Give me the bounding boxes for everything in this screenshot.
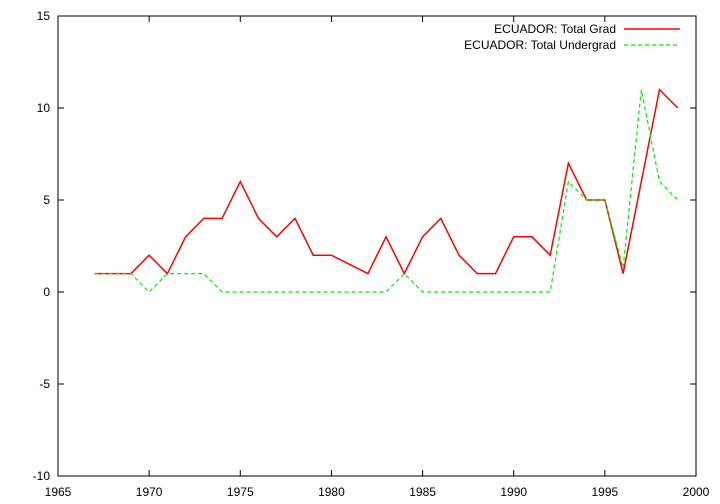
x-tick-label-1995: 1995 (592, 485, 619, 499)
x-tick-label-1990: 1990 (500, 485, 527, 499)
plot-area-frame (57, 15, 697, 477)
y-tick-label-5: 5 (43, 193, 50, 207)
legend-label-total-undergrad: ECUADOR: Total Undergrad (464, 38, 616, 52)
y-tick-label--10: -10 (33, 469, 51, 483)
y-tick-label-0: 0 (43, 285, 50, 299)
series-line-total-grad (94, 88, 679, 276)
x-tick-label-1980: 1980 (318, 485, 345, 499)
legend: ECUADOR: Total Grad ECUADOR: Total Under… (464, 22, 680, 52)
x-axis-tick-labels: 1965 1970 1975 1980 1985 1990 1995 2000 (45, 485, 710, 499)
x-tick-label-1970: 1970 (136, 485, 163, 499)
legend-label-total-grad: ECUADOR: Total Grad (494, 22, 616, 36)
y-axis-tick-labels: -10 -5 0 5 10 15 (33, 9, 51, 483)
x-tick-label-1965: 1965 (45, 485, 72, 499)
y-tick-label--5: -5 (39, 377, 50, 391)
x-tick-label-1975: 1975 (227, 485, 254, 499)
x-tick-label-1985: 1985 (409, 485, 436, 499)
series-line-total-undergrad (94, 89, 679, 293)
y-tick-label-10: 10 (37, 101, 51, 115)
y-tick-label-15: 15 (37, 9, 51, 23)
series-lines (94, 88, 679, 293)
x-tick-label-2000: 2000 (683, 485, 710, 499)
